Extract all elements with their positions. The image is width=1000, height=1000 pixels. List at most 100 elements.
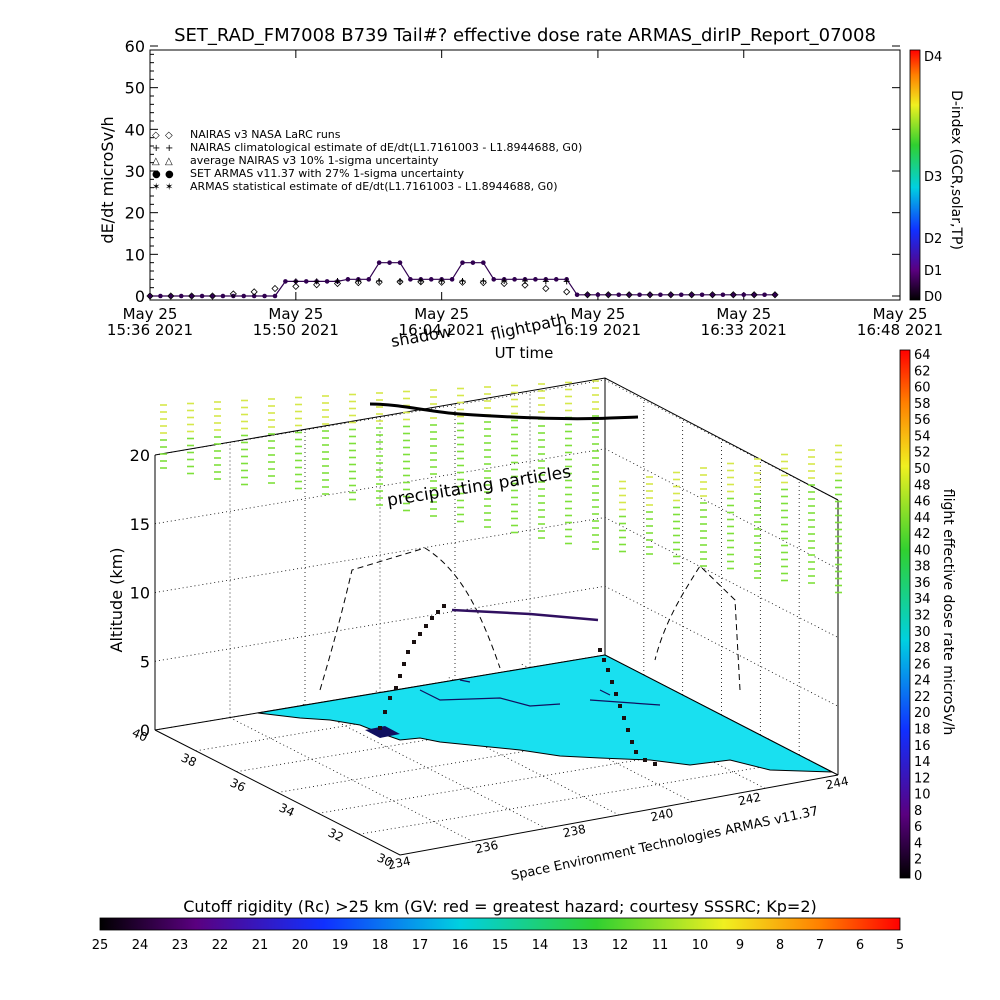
track-point (618, 704, 622, 708)
dose-rate-tick-label: 4 (914, 836, 922, 851)
legend-symbol: ◇ (165, 130, 173, 141)
longitude-tick-label: 234 (387, 854, 412, 872)
track-point (622, 716, 626, 720)
data-point (333, 279, 342, 288)
data-point (646, 291, 654, 299)
data-point (167, 292, 175, 300)
dose-rate-tick-label: 38 (914, 560, 931, 575)
rigidity-tick-label: 9 (736, 938, 744, 953)
dose-rate-colorbar (899, 349, 911, 879)
track-point (643, 758, 647, 762)
data-point (334, 278, 341, 284)
data-point (345, 277, 351, 282)
rigidity-tick-label: 14 (532, 938, 549, 953)
rigidity-tick-label: 21 (252, 938, 269, 953)
data-point (271, 284, 279, 293)
dose-rate-tick-label: 22 (914, 690, 931, 705)
dose-rate-tick-label: 2 (914, 853, 922, 868)
data-point (354, 279, 362, 287)
dose-rate-tick-label: 8 (914, 804, 922, 819)
rigidity-tick-label: 15 (492, 938, 509, 953)
dose-rate-tick-label: 30 (914, 625, 931, 640)
data-point (417, 278, 424, 284)
rigidity-tick-label: 17 (412, 938, 429, 953)
top-y-axis: 0 10 20 30 40 50 60 (125, 37, 900, 306)
data-point (668, 292, 674, 298)
data-point (199, 293, 205, 299)
data-point (616, 292, 622, 298)
data-point (583, 291, 592, 299)
latitude-tick-label: 34 (277, 801, 297, 820)
wall-gridline (154, 448, 839, 570)
top-legend: ◇ ◇ NAIRAS v3 NASA LaRC runs + + NAIRAS clima… (152, 128, 582, 193)
data-point (178, 293, 184, 299)
legend-entry: SET ARMAS v11.37 with 27% 1-sigma uncert… (190, 167, 464, 180)
dindex-label: D-index (GCR,solar,TP) (948, 90, 964, 250)
legend-entry: NAIRAS climatological estimate of dE/dt(… (190, 141, 582, 154)
data-point (606, 292, 611, 298)
data-point (449, 277, 455, 282)
latitude-tick-label: 30 (375, 851, 395, 870)
dose-rate-tick-label: 50 (914, 462, 931, 477)
dose-rate-tick-label: 48 (914, 478, 931, 493)
data-point (397, 278, 403, 284)
data-point (324, 279, 330, 284)
altitude-tick-label: 15 (130, 515, 150, 534)
rigidity-label: Cutoff rigidity (Rc) >25 km (GV: red = g… (183, 897, 817, 916)
y-tick-label: 10 (125, 245, 145, 264)
dose-rate-tick-label: 36 (914, 576, 931, 591)
track-point (388, 696, 392, 700)
legend-symbol: ✶ (152, 182, 160, 193)
data-point (688, 291, 696, 299)
data-point (168, 293, 174, 299)
altitude-tick-label: 0 (140, 721, 150, 740)
dose-rate-tick-label: 52 (914, 446, 931, 461)
precipitating-particles (160, 380, 842, 594)
data-point (376, 260, 382, 265)
rigidity-tick-label: 6 (856, 938, 864, 953)
data-point (563, 288, 571, 296)
dindex-tick-label: D1 (924, 264, 942, 279)
longitude-tick-label: 236 (474, 838, 499, 856)
data-point (208, 292, 217, 300)
data-point (292, 282, 300, 290)
rigidity-tick-label: 24 (132, 938, 149, 953)
data-point (229, 290, 237, 298)
track-point (402, 662, 406, 666)
data-point (428, 277, 434, 282)
data-point (647, 292, 653, 298)
dose-rate-colorbar-label: flight effective dose rate microSv/h (940, 489, 956, 735)
data-point (595, 292, 601, 298)
data-point (210, 293, 215, 299)
dose-rate-tick-label: 24 (914, 674, 931, 689)
data-point (667, 291, 675, 299)
dose-rate-tick-label: 20 (914, 706, 931, 721)
data-point (387, 260, 392, 265)
wall-gridline (154, 517, 839, 638)
rigidity-tick-label: 7 (816, 938, 824, 953)
cruise-segment (451, 608, 599, 622)
x-tick-label: 16:04 2021 (399, 321, 485, 339)
data-point (397, 260, 403, 265)
data-point (470, 260, 476, 265)
data-point (491, 277, 497, 282)
track-point (430, 616, 434, 620)
altitude-axis: 0 5 10 15 20 (130, 446, 150, 740)
data-point (542, 278, 549, 285)
legend-symbol: ● (165, 169, 174, 180)
track-point (424, 624, 428, 628)
dose-rate-tick-label: 46 (914, 495, 931, 510)
rigidity-tick-label: 13 (572, 938, 589, 953)
dose-rate-tick-label: 42 (914, 527, 931, 542)
latitude-tick-label: 38 (179, 751, 199, 770)
latitude-axis: 40 38 36 34 32 30 (130, 726, 395, 870)
data-point (146, 292, 154, 300)
data-point (283, 279, 288, 284)
longitude-tick-label: 244 (825, 774, 850, 792)
data-point (585, 292, 590, 298)
data-point (512, 277, 517, 282)
track-point (398, 674, 402, 678)
data-point (521, 281, 529, 289)
flightpath-shadow (369, 402, 639, 421)
data-point (189, 293, 194, 299)
